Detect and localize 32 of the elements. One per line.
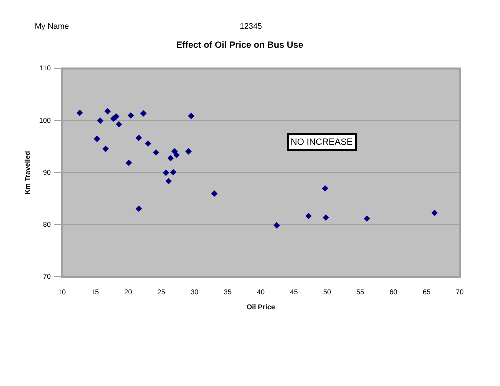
point: [212, 190, 218, 197]
point: [153, 150, 160, 156]
point: [166, 178, 172, 184]
text: 12345: [240, 22, 262, 31]
point: [168, 155, 174, 162]
point: [104, 108, 111, 115]
point: [126, 160, 132, 166]
point: [136, 135, 142, 142]
point: [116, 122, 122, 128]
point: [186, 148, 192, 155]
point: [274, 222, 280, 229]
point: [163, 170, 170, 176]
point: [76, 110, 83, 116]
chart-title: Effect of Oil Price on Bus Use: [176, 40, 304, 50]
point: [102, 146, 109, 152]
point: [98, 118, 104, 124]
point: [128, 112, 134, 119]
point: [145, 140, 152, 147]
text: My Name: [35, 22, 70, 31]
point: [432, 210, 438, 216]
point: [323, 214, 330, 221]
point: [306, 213, 312, 220]
point: [322, 186, 328, 192]
annotation: NO INCREASE: [286, 133, 357, 152]
point: [94, 136, 100, 142]
point: [188, 113, 194, 120]
point: [172, 148, 178, 155]
point: [174, 152, 180, 158]
point: [136, 206, 142, 212]
point: [364, 216, 370, 222]
point: [170, 169, 176, 176]
point: [140, 110, 147, 117]
